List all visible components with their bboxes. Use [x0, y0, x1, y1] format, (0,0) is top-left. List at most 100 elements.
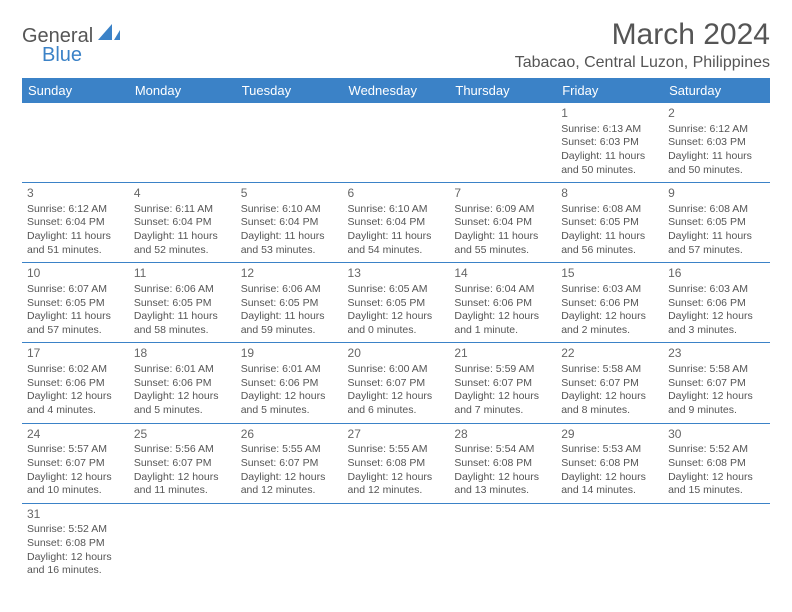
calendar-empty-cell [129, 503, 236, 583]
day-number: 7 [454, 186, 551, 202]
day-number: 8 [561, 186, 658, 202]
calendar-day-cell: 9Sunrise: 6:08 AMSunset: 6:05 PMDaylight… [663, 183, 770, 263]
sunset-line: Sunset: 6:07 PM [561, 377, 658, 391]
calendar-empty-cell [556, 503, 663, 583]
daylight-line: Daylight: 11 hours [241, 230, 338, 244]
daylight-line: and 0 minutes. [348, 324, 445, 338]
calendar-day-cell: 22Sunrise: 5:58 AMSunset: 6:07 PMDayligh… [556, 343, 663, 423]
daylight-line: Daylight: 12 hours [668, 471, 765, 485]
calendar-day-cell: 8Sunrise: 6:08 AMSunset: 6:05 PMDaylight… [556, 183, 663, 263]
calendar-day-cell: 25Sunrise: 5:56 AMSunset: 6:07 PMDayligh… [129, 423, 236, 503]
weekday-header: Wednesday [343, 78, 450, 103]
day-number: 18 [134, 346, 231, 362]
daylight-line: Daylight: 12 hours [454, 390, 551, 404]
sunset-line: Sunset: 6:04 PM [27, 216, 124, 230]
daylight-line: Daylight: 12 hours [561, 390, 658, 404]
sunrise-line: Sunrise: 5:59 AM [454, 363, 551, 377]
day-number: 23 [668, 346, 765, 362]
calendar-empty-cell [663, 503, 770, 583]
location-subtitle: Tabacao, Central Luzon, Philippines [515, 54, 770, 72]
daylight-line: Daylight: 12 hours [27, 471, 124, 485]
calendar-day-cell: 3Sunrise: 6:12 AMSunset: 6:04 PMDaylight… [22, 183, 129, 263]
day-number: 24 [27, 427, 124, 443]
day-number: 15 [561, 266, 658, 282]
sunrise-line: Sunrise: 5:55 AM [241, 443, 338, 457]
sunset-line: Sunset: 6:05 PM [27, 297, 124, 311]
sunset-line: Sunset: 6:08 PM [27, 537, 124, 551]
calendar-day-cell: 30Sunrise: 5:52 AMSunset: 6:08 PMDayligh… [663, 423, 770, 503]
sunrise-line: Sunrise: 6:00 AM [348, 363, 445, 377]
sunset-line: Sunset: 6:03 PM [561, 136, 658, 150]
day-number: 25 [134, 427, 231, 443]
daylight-line: Daylight: 12 hours [241, 471, 338, 485]
day-number: 2 [668, 106, 765, 122]
day-number: 30 [668, 427, 765, 443]
day-number: 17 [27, 346, 124, 362]
calendar-day-cell: 16Sunrise: 6:03 AMSunset: 6:06 PMDayligh… [663, 263, 770, 343]
day-number: 28 [454, 427, 551, 443]
calendar-empty-cell [236, 503, 343, 583]
day-number: 1 [561, 106, 658, 122]
sunset-line: Sunset: 6:07 PM [348, 377, 445, 391]
calendar-day-cell: 18Sunrise: 6:01 AMSunset: 6:06 PMDayligh… [129, 343, 236, 423]
weekday-header: Monday [129, 78, 236, 103]
day-number: 22 [561, 346, 658, 362]
sunset-line: Sunset: 6:08 PM [348, 457, 445, 471]
daylight-line: and 56 minutes. [561, 244, 658, 258]
calendar-day-cell: 4Sunrise: 6:11 AMSunset: 6:04 PMDaylight… [129, 183, 236, 263]
calendar-day-cell: 28Sunrise: 5:54 AMSunset: 6:08 PMDayligh… [449, 423, 556, 503]
daylight-line: Daylight: 12 hours [454, 471, 551, 485]
sunset-line: Sunset: 6:06 PM [27, 377, 124, 391]
daylight-line: and 2 minutes. [561, 324, 658, 338]
daylight-line: Daylight: 12 hours [348, 471, 445, 485]
sunset-line: Sunset: 6:06 PM [241, 377, 338, 391]
day-number: 12 [241, 266, 338, 282]
calendar-day-cell: 10Sunrise: 6:07 AMSunset: 6:05 PMDayligh… [22, 263, 129, 343]
calendar-empty-cell [343, 503, 450, 583]
calendar-day-cell: 29Sunrise: 5:53 AMSunset: 6:08 PMDayligh… [556, 423, 663, 503]
sunset-line: Sunset: 6:08 PM [454, 457, 551, 471]
sunset-line: Sunset: 6:07 PM [134, 457, 231, 471]
sunrise-line: Sunrise: 5:58 AM [668, 363, 765, 377]
sunrise-line: Sunrise: 6:08 AM [668, 203, 765, 217]
daylight-line: and 58 minutes. [134, 324, 231, 338]
day-number: 31 [27, 507, 124, 523]
sunrise-line: Sunrise: 5:58 AM [561, 363, 658, 377]
daylight-line: Daylight: 11 hours [454, 230, 551, 244]
calendar-week-row: 1Sunrise: 6:13 AMSunset: 6:03 PMDaylight… [22, 103, 770, 183]
sunset-line: Sunset: 6:05 PM [241, 297, 338, 311]
day-number: 9 [668, 186, 765, 202]
sunset-line: Sunset: 6:05 PM [668, 216, 765, 230]
sunset-line: Sunset: 6:07 PM [668, 377, 765, 391]
calendar-day-cell: 17Sunrise: 6:02 AMSunset: 6:06 PMDayligh… [22, 343, 129, 423]
daylight-line: and 14 minutes. [561, 484, 658, 498]
calendar-day-cell: 5Sunrise: 6:10 AMSunset: 6:04 PMDaylight… [236, 183, 343, 263]
daylight-line: Daylight: 12 hours [454, 310, 551, 324]
calendar-day-cell: 12Sunrise: 6:06 AMSunset: 6:05 PMDayligh… [236, 263, 343, 343]
daylight-line: and 6 minutes. [348, 404, 445, 418]
calendar-week-row: 24Sunrise: 5:57 AMSunset: 6:07 PMDayligh… [22, 423, 770, 503]
daylight-line: and 51 minutes. [27, 244, 124, 258]
daylight-line: and 50 minutes. [668, 164, 765, 178]
day-number: 27 [348, 427, 445, 443]
sunset-line: Sunset: 6:03 PM [668, 136, 765, 150]
calendar-body: 1Sunrise: 6:13 AMSunset: 6:03 PMDaylight… [22, 103, 770, 583]
daylight-line: Daylight: 12 hours [27, 390, 124, 404]
sunrise-line: Sunrise: 5:56 AM [134, 443, 231, 457]
daylight-line: Daylight: 12 hours [134, 390, 231, 404]
calendar-day-cell: 13Sunrise: 6:05 AMSunset: 6:05 PMDayligh… [343, 263, 450, 343]
daylight-line: and 12 minutes. [241, 484, 338, 498]
calendar-day-cell: 21Sunrise: 5:59 AMSunset: 6:07 PMDayligh… [449, 343, 556, 423]
sunrise-line: Sunrise: 6:04 AM [454, 283, 551, 297]
daylight-line: and 54 minutes. [348, 244, 445, 258]
sunset-line: Sunset: 6:06 PM [561, 297, 658, 311]
daylight-line: and 1 minute. [454, 324, 551, 338]
calendar-day-cell: 24Sunrise: 5:57 AMSunset: 6:07 PMDayligh… [22, 423, 129, 503]
daylight-line: Daylight: 12 hours [241, 390, 338, 404]
sunset-line: Sunset: 6:06 PM [668, 297, 765, 311]
day-number: 21 [454, 346, 551, 362]
daylight-line: and 52 minutes. [134, 244, 231, 258]
daylight-line: and 59 minutes. [241, 324, 338, 338]
weekday-header: Friday [556, 78, 663, 103]
month-title: March 2024 [515, 18, 770, 52]
